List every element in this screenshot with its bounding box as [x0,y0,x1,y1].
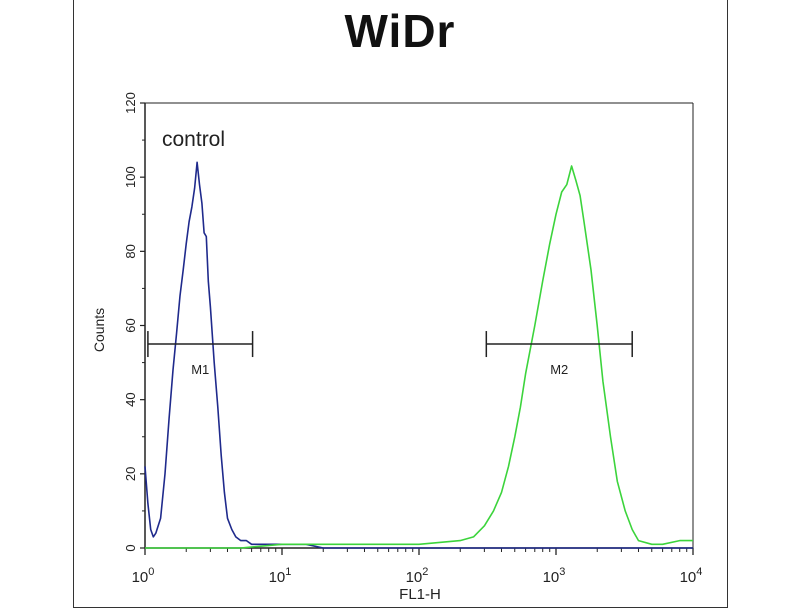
x-axis-label: FL1-H [399,586,441,600]
series-line-2 [145,165,693,549]
marker-label: M2 [550,362,568,377]
x-tick-label: 103 [543,566,566,586]
marker-layer: M1 M2 [147,331,633,377]
annotation-control: control [162,128,225,151]
y-tick-label: 20 [123,467,138,481]
chart-title: WiDr [344,5,456,57]
y-tick-label: 120 [123,92,138,114]
y-tick-label: 100 [123,166,138,188]
y-tick-label: 40 [123,392,138,406]
marker-m1: M1 [147,331,254,377]
y-tick-label: 60 [123,318,138,332]
chart-frame [73,0,728,608]
y-tick-label: 0 [123,544,138,551]
y-axis-label: Counts [91,308,107,352]
marker-label: M1 [191,362,209,377]
series-line-1 [144,161,693,549]
x-tick-label: 100 [132,566,155,586]
y-axis-ticks: 0 20 40 60 80 100 120 [123,92,145,552]
y-tick-label: 80 [123,244,138,258]
axes [144,102,694,549]
x-tick-label: 101 [269,566,292,586]
x-axis-ticks: 100 101 102 103 104 [132,548,703,586]
marker-m2: M2 [485,331,633,377]
x-tick-label: 102 [406,566,429,586]
x-tick-label: 104 [680,566,703,586]
series-layer [144,161,693,549]
